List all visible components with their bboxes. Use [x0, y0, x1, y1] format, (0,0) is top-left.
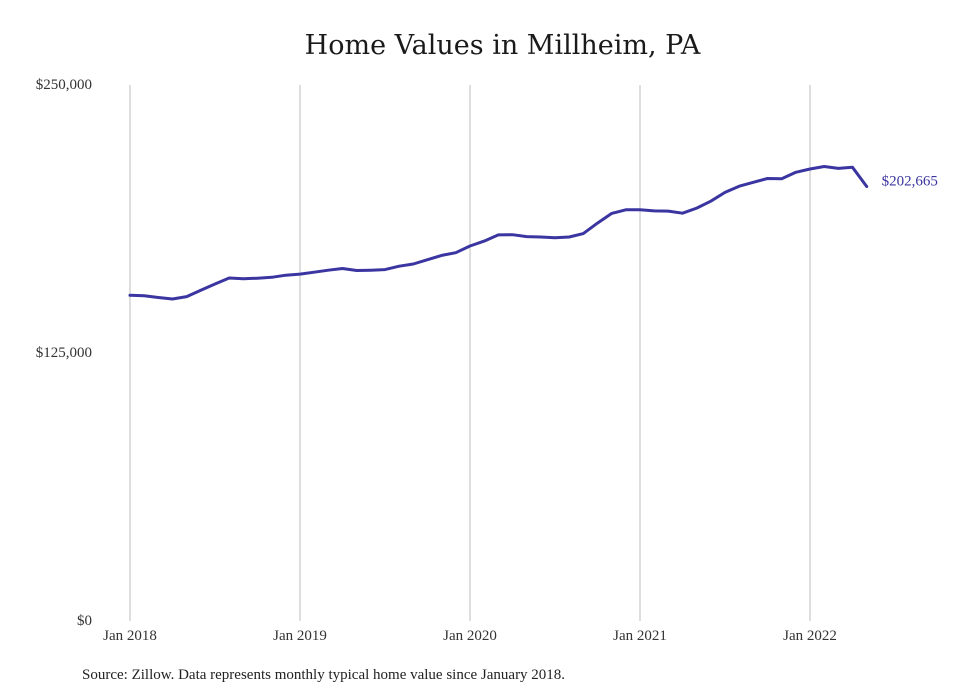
x-tick-label: Jan 2021 — [613, 628, 667, 644]
home-value-line — [128, 165, 869, 301]
y-tick-label: $250,000 — [36, 77, 92, 93]
x-axis-tick-labels: Jan 2018 Jan 2019 Jan 2020 Jan 2021 Jan 2022 — [103, 628, 837, 644]
source-note: Source: Zillow. Data represents monthly … — [82, 667, 566, 683]
x-tick-label: Jan 2019 — [273, 628, 327, 644]
y-axis-tick-labels: $0 $125,000 $250,000 — [36, 77, 92, 629]
y-tick-label: $0 — [77, 613, 92, 629]
x-tick-label: Jan 2022 — [783, 628, 837, 644]
end-value-label: $202,665 — [882, 173, 938, 189]
x-tick-label: Jan 2018 — [103, 628, 157, 644]
vertical-gridlines — [129, 85, 811, 621]
end-value-label-group: $202,665 — [882, 173, 938, 189]
chart-title: Home Values in Millheim, PA — [304, 30, 701, 61]
data-series — [128, 165, 869, 301]
y-tick-label: $125,000 — [36, 345, 92, 361]
x-tick-label: Jan 2020 — [443, 628, 497, 644]
